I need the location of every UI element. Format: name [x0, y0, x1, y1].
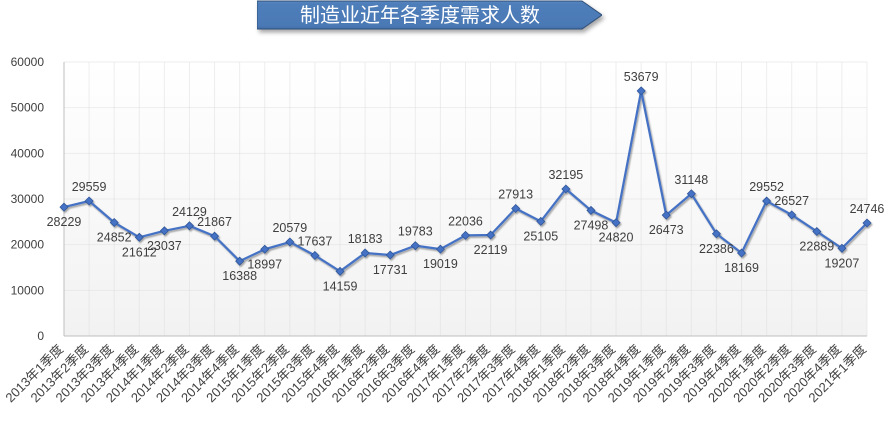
svg-text:28229: 28229	[47, 215, 82, 229]
svg-text:40000: 40000	[11, 146, 45, 160]
svg-text:17731: 17731	[373, 263, 408, 277]
svg-text:29559: 29559	[72, 180, 107, 194]
svg-text:16388: 16388	[222, 269, 257, 283]
svg-text:27913: 27913	[498, 188, 533, 202]
svg-text:60000: 60000	[11, 55, 45, 69]
svg-text:18169: 18169	[724, 261, 759, 275]
svg-text:10000: 10000	[11, 283, 45, 297]
svg-text:18183: 18183	[348, 232, 383, 246]
svg-text:21867: 21867	[197, 215, 232, 229]
svg-text:0: 0	[37, 329, 44, 343]
svg-text:22889: 22889	[799, 239, 834, 253]
svg-text:32195: 32195	[548, 168, 583, 182]
svg-text:31148: 31148	[674, 173, 708, 187]
svg-text:30000: 30000	[11, 192, 45, 206]
svg-text:19019: 19019	[423, 257, 458, 271]
svg-text:14159: 14159	[323, 279, 358, 293]
svg-text:23037: 23037	[147, 239, 182, 253]
svg-text:20579: 20579	[272, 221, 307, 235]
svg-text:24852: 24852	[97, 231, 132, 245]
svg-text:17637: 17637	[298, 234, 333, 248]
svg-text:19783: 19783	[398, 225, 433, 239]
svg-text:26473: 26473	[649, 223, 684, 237]
svg-text:24746: 24746	[850, 202, 885, 216]
svg-text:25105: 25105	[523, 229, 558, 243]
svg-text:24820: 24820	[599, 231, 634, 245]
svg-text:18997: 18997	[247, 257, 282, 271]
svg-text:19207: 19207	[825, 256, 860, 270]
svg-text:53679: 53679	[624, 70, 659, 84]
svg-text:22036: 22036	[448, 214, 483, 228]
svg-text:29552: 29552	[749, 180, 784, 194]
svg-text:26527: 26527	[774, 194, 809, 208]
svg-text:22386: 22386	[699, 242, 734, 256]
svg-text:22119: 22119	[474, 243, 508, 257]
svg-text:20000: 20000	[11, 238, 45, 252]
svg-text:50000: 50000	[11, 101, 45, 115]
